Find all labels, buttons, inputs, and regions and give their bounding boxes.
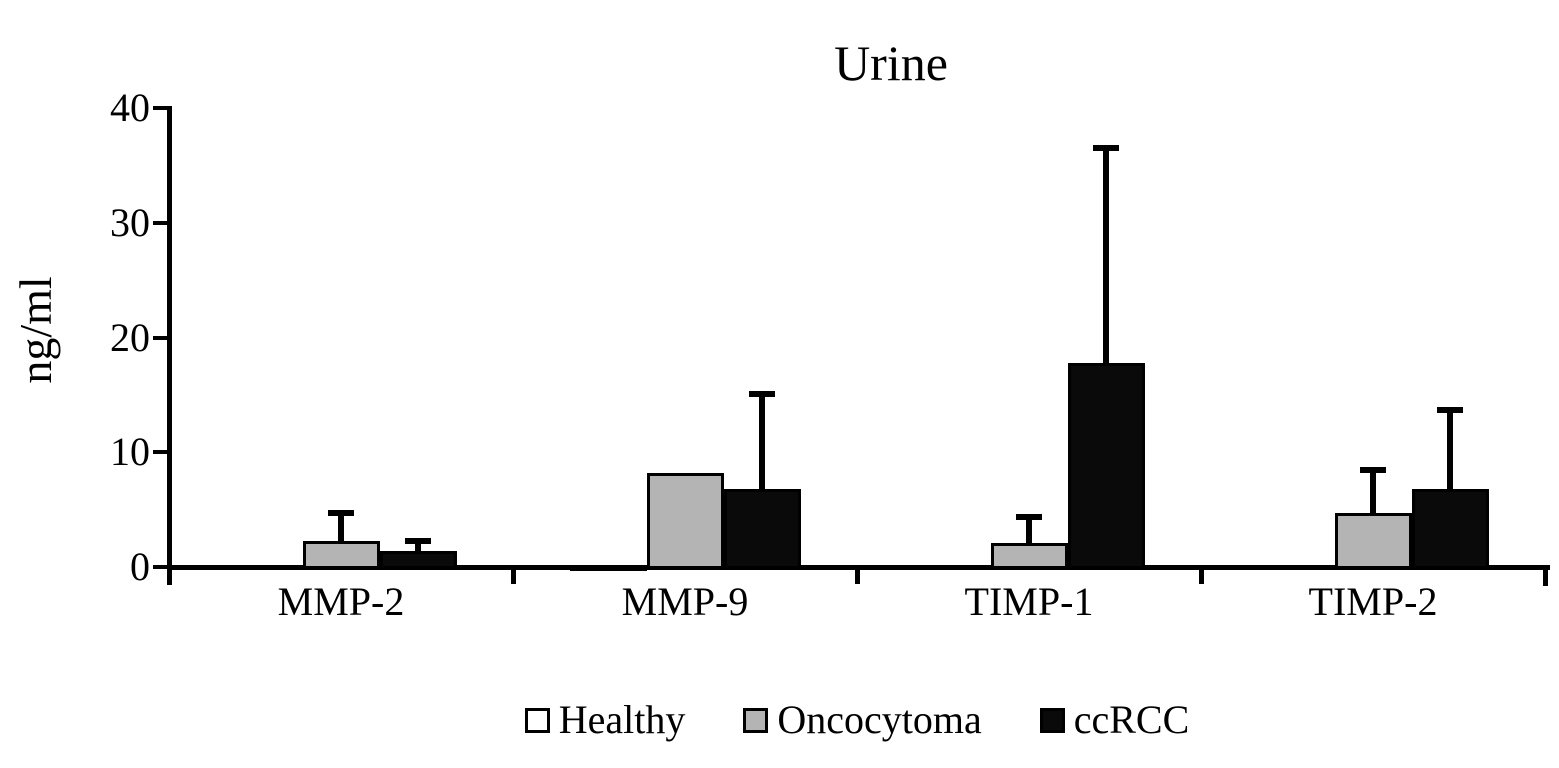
legend-item-healthy: Healthy — [524, 697, 686, 742]
y-tick — [153, 450, 169, 455]
bar-oncocytoma-mmp-2 — [302, 540, 380, 569]
legend-swatch-ccrcc — [1039, 707, 1065, 733]
error-bar-cap-oncocytoma-mmp-2 — [328, 509, 354, 516]
error-bar-stem-ccrcc-mmp-2 — [415, 538, 421, 551]
y-tick-label: 0 — [130, 544, 150, 589]
legend-item-oncocytoma: Oncocytoma — [743, 697, 982, 742]
x-category-label-mmp-2: MMP-2 — [277, 579, 405, 624]
y-tick — [153, 565, 169, 569]
legend-swatch-oncocytoma — [743, 707, 769, 733]
legend-label-ccrcc: ccRCC — [1073, 697, 1190, 742]
bar-ccrcc-timp-1 — [1067, 362, 1145, 569]
x-axis-line — [167, 565, 1550, 570]
error-bar-stem-oncocytoma-timp-2 — [1370, 467, 1376, 514]
legend: Healthy Oncocytoma ccRCC — [169, 700, 1545, 740]
error-bar-cap-ccrcc-mmp-2 — [405, 538, 431, 545]
bar-healthy-mmp-9 — [569, 564, 647, 571]
x-tick — [1199, 570, 1204, 584]
error-bar-cap-ccrcc-timp-1 — [1093, 144, 1119, 151]
y-tick-label: 40 — [110, 85, 150, 130]
legend-label-healthy: Healthy — [558, 697, 686, 742]
y-axis-line — [167, 106, 172, 585]
y-tick-label: 10 — [110, 429, 150, 475]
error-bar-cap-oncocytoma-timp-1 — [1016, 514, 1042, 521]
y-tick-label: 30 — [110, 199, 150, 245]
error-bar-stem-oncocytoma-mmp-2 — [338, 509, 344, 541]
x-tick — [855, 570, 860, 584]
x-tick — [511, 570, 516, 584]
legend-label-oncocytoma: Oncocytoma — [777, 697, 982, 742]
x-tick — [1543, 570, 1548, 586]
bar-ccrcc-mmp-9 — [723, 488, 801, 569]
error-bar-cap-oncocytoma-timp-2 — [1360, 467, 1386, 474]
y-tick — [153, 106, 169, 110]
error-bar-stem-ccrcc-mmp-9 — [759, 391, 765, 489]
error-bar-stem-ccrcc-timp-1 — [1103, 144, 1109, 363]
x-category-label-mmp-9: MMP-9 — [621, 579, 749, 624]
y-tick-label: 20 — [110, 314, 150, 360]
error-bar-cap-ccrcc-timp-2 — [1437, 407, 1463, 414]
legend-item-ccrcc: ccRCC — [1039, 697, 1190, 742]
y-tick — [153, 220, 169, 225]
legend-swatch-healthy — [524, 707, 550, 733]
error-bar-cap-ccrcc-mmp-9 — [749, 391, 775, 398]
x-category-label-timp-2: TIMP-2 — [1308, 579, 1438, 624]
bar-oncocytoma-mmp-9 — [646, 472, 724, 569]
bar-ccrcc-mmp-2 — [379, 550, 457, 569]
bar-oncocytoma-timp-2 — [1334, 513, 1412, 569]
bar-ccrcc-timp-2 — [1411, 488, 1489, 569]
x-category-label-timp-1: TIMP-1 — [964, 579, 1094, 624]
chart-title: Urine — [834, 35, 948, 91]
bar-oncocytoma-timp-1 — [990, 542, 1068, 569]
error-bar-stem-ccrcc-timp-2 — [1447, 407, 1453, 489]
y-tick — [153, 335, 169, 340]
error-bar-stem-oncocytoma-timp-1 — [1026, 514, 1032, 543]
